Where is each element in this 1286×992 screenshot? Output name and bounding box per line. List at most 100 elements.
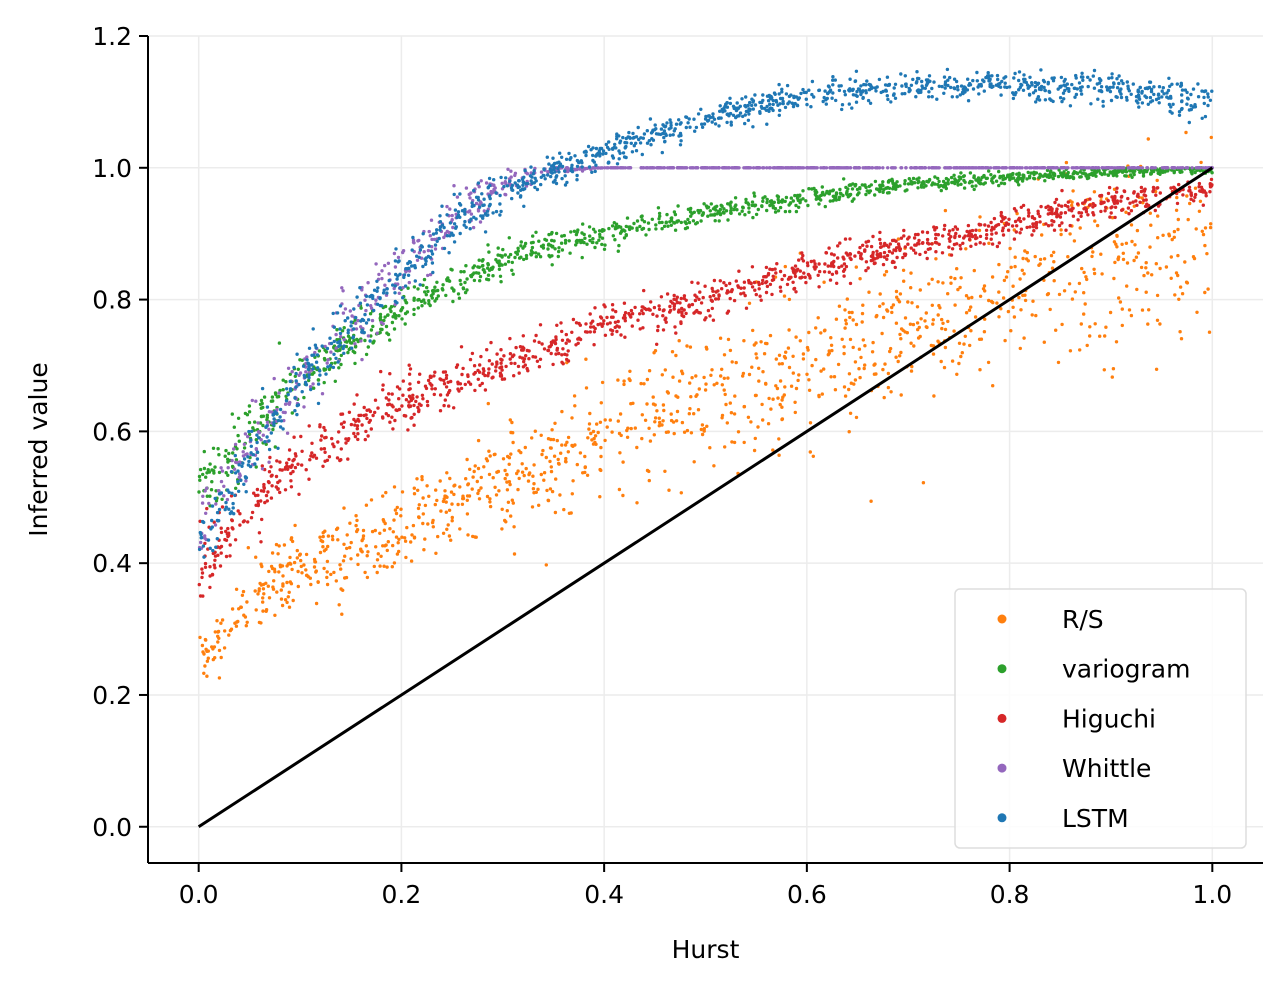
data-point	[549, 465, 553, 469]
data-point	[334, 579, 338, 583]
data-point	[538, 323, 543, 327]
data-point	[510, 268, 514, 272]
data-point	[521, 348, 525, 352]
data-point	[505, 509, 509, 513]
data-point	[416, 380, 421, 384]
data-point	[958, 175, 963, 180]
data-point	[804, 280, 808, 285]
data-point	[1113, 215, 1117, 220]
data-point	[233, 538, 238, 542]
data-point	[281, 427, 285, 431]
data-point	[213, 566, 217, 570]
data-point	[418, 283, 422, 287]
data-point	[1141, 174, 1146, 178]
data-point	[729, 120, 733, 124]
data-point	[549, 340, 554, 344]
data-point	[412, 486, 416, 490]
data-point	[373, 398, 378, 402]
data-point	[422, 548, 426, 552]
data-point	[948, 239, 952, 243]
data-point	[1056, 360, 1061, 365]
data-point	[1122, 169, 1127, 173]
data-point	[860, 320, 864, 324]
data-point	[854, 415, 859, 420]
data-point	[205, 494, 209, 498]
data-point	[484, 457, 489, 461]
data-point	[271, 585, 275, 589]
data-point	[1049, 169, 1053, 173]
data-point	[752, 194, 757, 198]
data-point	[853, 378, 858, 382]
data-point	[522, 257, 526, 262]
data-point	[842, 267, 847, 272]
data-point	[494, 369, 498, 373]
data-point	[647, 426, 651, 430]
data-point	[569, 230, 573, 234]
data-point	[1167, 76, 1171, 81]
data-point	[310, 451, 314, 455]
data-point	[642, 132, 647, 136]
data-point	[870, 350, 875, 354]
data-point	[934, 257, 938, 261]
data-point	[1138, 200, 1142, 204]
data-point	[883, 362, 887, 366]
data-point	[1127, 308, 1132, 312]
data-point	[495, 352, 499, 356]
data-point	[967, 237, 972, 242]
data-point	[400, 535, 404, 539]
data-point	[701, 295, 705, 300]
data-point	[702, 427, 706, 431]
data-point	[379, 369, 383, 374]
data-point	[711, 166, 715, 170]
data-point	[1178, 285, 1183, 289]
data-point	[886, 166, 890, 170]
data-point	[412, 307, 416, 312]
data-point	[885, 75, 890, 79]
data-point	[532, 339, 537, 343]
data-point	[702, 202, 706, 206]
data-point	[1100, 172, 1104, 177]
data-point	[589, 321, 593, 325]
data-point	[934, 236, 938, 241]
data-point	[854, 182, 858, 187]
data-point	[995, 244, 1000, 249]
data-point	[911, 176, 916, 181]
data-point	[942, 365, 947, 370]
data-point	[456, 210, 461, 214]
data-point	[500, 527, 504, 531]
data-point	[881, 315, 886, 320]
data-point	[527, 357, 531, 361]
data-point	[487, 371, 491, 375]
data-point	[199, 540, 203, 545]
data-point	[639, 166, 643, 170]
data-point	[444, 500, 448, 504]
data-point	[746, 201, 750, 205]
data-point	[287, 448, 292, 452]
data-point	[591, 227, 596, 231]
data-point	[1067, 282, 1072, 286]
data-point	[679, 220, 683, 225]
data-point	[788, 201, 793, 205]
data-point	[750, 203, 754, 208]
data-point	[378, 531, 382, 535]
data-point	[959, 171, 963, 175]
data-point	[202, 466, 207, 471]
data-point	[399, 309, 403, 313]
data-point	[299, 564, 303, 569]
data-point	[393, 265, 398, 269]
data-point	[264, 493, 269, 498]
data-point	[1176, 166, 1180, 170]
data-point	[689, 431, 694, 435]
data-point	[323, 348, 327, 352]
data-point	[1167, 232, 1171, 236]
data-point	[280, 468, 284, 472]
data-point	[788, 209, 792, 214]
data-point	[907, 177, 911, 181]
data-point	[365, 408, 369, 412]
data-point	[452, 184, 456, 188]
data-point	[912, 181, 917, 185]
data-point	[1063, 211, 1068, 215]
data-point	[838, 187, 842, 192]
data-point	[1176, 227, 1180, 232]
data-point	[1114, 242, 1118, 246]
